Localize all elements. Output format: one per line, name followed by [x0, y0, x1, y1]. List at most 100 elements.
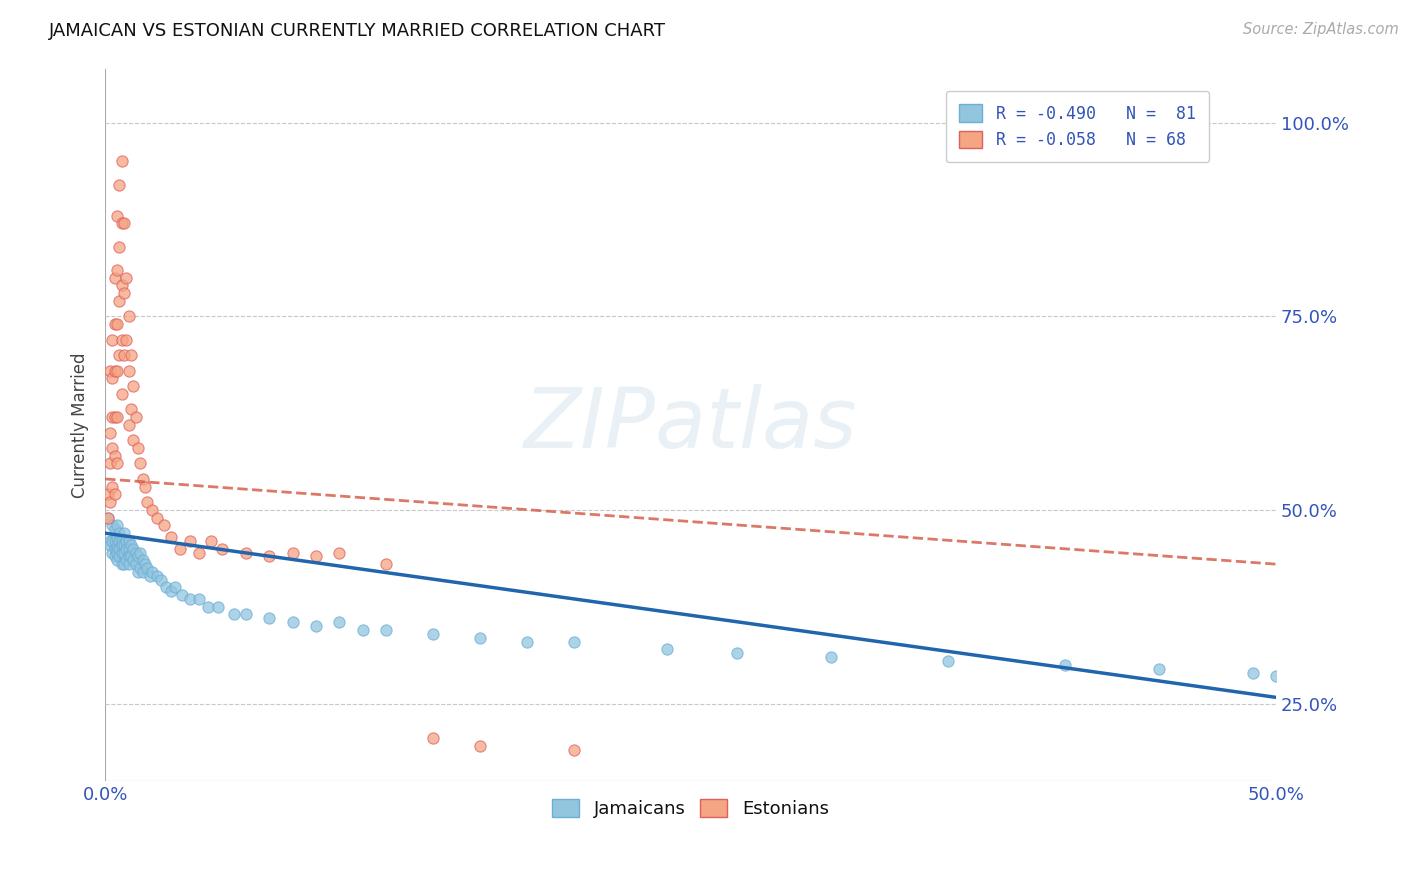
- Point: [375, 623, 398, 637]
- Point: [129, 561, 152, 575]
- Point: [117, 417, 139, 432]
- Text: Source: ZipAtlas.com: Source: ZipAtlas.com: [1243, 22, 1399, 37]
- Point: [1241, 665, 1264, 680]
- Point: [352, 623, 374, 637]
- Point: [108, 240, 131, 254]
- Point: [211, 541, 233, 556]
- Point: [108, 178, 131, 192]
- Point: [122, 541, 145, 556]
- Point: [115, 533, 138, 548]
- Point: [127, 565, 149, 579]
- Point: [105, 541, 128, 556]
- Point: [159, 530, 181, 544]
- Point: [110, 386, 132, 401]
- Point: [105, 545, 128, 559]
- Point: [117, 533, 139, 548]
- Point: [105, 538, 128, 552]
- Point: [101, 333, 124, 347]
- Point: [105, 518, 128, 533]
- Point: [328, 545, 350, 559]
- Point: [112, 348, 135, 362]
- Point: [108, 541, 131, 556]
- Point: [112, 216, 135, 230]
- Point: [422, 627, 444, 641]
- Point: [101, 545, 124, 559]
- Point: [103, 270, 125, 285]
- Point: [124, 545, 146, 559]
- Point: [155, 581, 177, 595]
- Point: [101, 371, 124, 385]
- Point: [124, 410, 146, 425]
- Point: [562, 634, 585, 648]
- Point: [105, 363, 128, 377]
- Point: [103, 363, 125, 377]
- Point: [235, 545, 257, 559]
- Point: [145, 568, 167, 582]
- Point: [127, 549, 149, 564]
- Point: [141, 565, 163, 579]
- Point: [207, 599, 229, 614]
- Point: [117, 363, 139, 377]
- Point: [101, 410, 124, 425]
- Point: [375, 557, 398, 571]
- Text: ZIPatlas: ZIPatlas: [524, 384, 858, 466]
- Point: [200, 533, 222, 548]
- Point: [101, 480, 124, 494]
- Point: [112, 538, 135, 552]
- Point: [305, 619, 328, 633]
- Point: [110, 538, 132, 552]
- Point: [110, 333, 132, 347]
- Point: [150, 573, 173, 587]
- Point: [1054, 657, 1077, 672]
- Point: [516, 634, 538, 648]
- Point: [141, 503, 163, 517]
- Point: [422, 731, 444, 746]
- Point: [159, 584, 181, 599]
- Point: [134, 557, 156, 571]
- Point: [117, 549, 139, 564]
- Point: [131, 565, 153, 579]
- Point: [328, 615, 350, 630]
- Point: [468, 631, 491, 645]
- Point: [820, 650, 842, 665]
- Point: [96, 510, 118, 524]
- Point: [98, 538, 121, 552]
- Point: [110, 154, 132, 169]
- Point: [105, 457, 128, 471]
- Point: [281, 615, 304, 630]
- Point: [131, 472, 153, 486]
- Point: [112, 545, 135, 559]
- Point: [235, 607, 257, 622]
- Point: [103, 541, 125, 556]
- Point: [98, 495, 121, 509]
- Point: [101, 441, 124, 455]
- Point: [117, 557, 139, 571]
- Point: [120, 549, 142, 564]
- Point: [152, 518, 174, 533]
- Point: [108, 533, 131, 548]
- Point: [98, 425, 121, 440]
- Point: [172, 588, 194, 602]
- Point: [96, 487, 118, 501]
- Point: [305, 549, 328, 564]
- Point: [120, 538, 142, 552]
- Point: [165, 581, 187, 595]
- Point: [138, 568, 160, 582]
- Point: [131, 553, 153, 567]
- Point: [129, 545, 152, 559]
- Point: [115, 270, 138, 285]
- Point: [105, 317, 128, 331]
- Point: [124, 557, 146, 571]
- Point: [562, 743, 585, 757]
- Point: [120, 348, 142, 362]
- Point: [110, 278, 132, 293]
- Point: [103, 549, 125, 564]
- Point: [1147, 662, 1170, 676]
- Point: [98, 457, 121, 471]
- Point: [179, 592, 201, 607]
- Point: [105, 410, 128, 425]
- Point: [112, 526, 135, 541]
- Point: [115, 553, 138, 567]
- Point: [103, 317, 125, 331]
- Point: [103, 533, 125, 548]
